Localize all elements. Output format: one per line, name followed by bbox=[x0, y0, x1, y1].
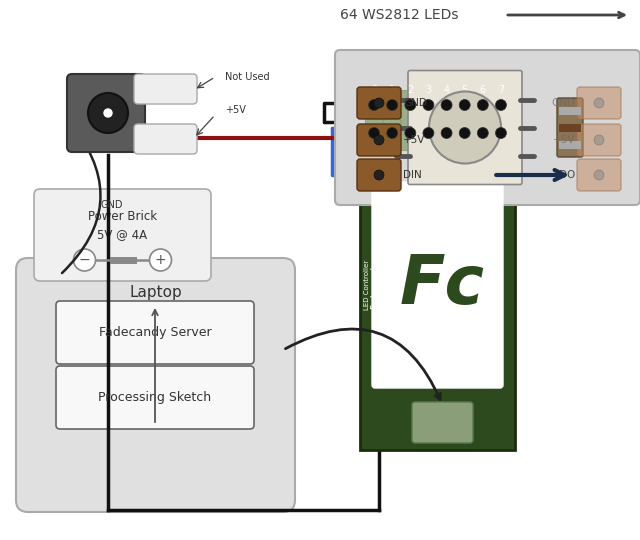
Circle shape bbox=[459, 127, 470, 138]
FancyBboxPatch shape bbox=[357, 87, 401, 119]
FancyBboxPatch shape bbox=[134, 74, 197, 104]
Text: GND: GND bbox=[403, 98, 427, 108]
Text: Laptop: Laptop bbox=[129, 285, 182, 300]
Bar bbox=[559, 107, 581, 115]
FancyBboxPatch shape bbox=[335, 50, 640, 205]
Bar bbox=[559, 124, 581, 132]
Circle shape bbox=[150, 249, 172, 271]
FancyBboxPatch shape bbox=[577, 159, 621, 191]
Circle shape bbox=[369, 127, 380, 138]
Text: 1: 1 bbox=[389, 85, 396, 95]
Text: 3: 3 bbox=[426, 85, 431, 95]
Text: DO: DO bbox=[559, 170, 575, 180]
Circle shape bbox=[441, 127, 452, 138]
Circle shape bbox=[594, 135, 604, 145]
Bar bbox=[438, 90, 454, 150]
Text: DIN: DIN bbox=[403, 170, 422, 180]
Text: +5V: +5V bbox=[403, 135, 426, 145]
Circle shape bbox=[594, 98, 604, 108]
FancyBboxPatch shape bbox=[577, 124, 621, 156]
Text: 4: 4 bbox=[444, 85, 450, 95]
Circle shape bbox=[369, 99, 380, 111]
Text: 64 WS2812 LEDs: 64 WS2812 LEDs bbox=[340, 8, 458, 22]
Text: LED Controller: LED Controller bbox=[364, 260, 370, 310]
Bar bbox=[365, 90, 382, 150]
Text: 2: 2 bbox=[407, 85, 413, 95]
Text: +5V: +5V bbox=[225, 105, 246, 115]
Text: Processing Sketch: Processing Sketch bbox=[99, 391, 212, 404]
Circle shape bbox=[477, 127, 488, 138]
Text: +5V: +5V bbox=[552, 135, 575, 145]
Text: 0: 0 bbox=[371, 85, 377, 95]
FancyBboxPatch shape bbox=[56, 301, 254, 364]
Text: 6: 6 bbox=[480, 85, 486, 95]
Circle shape bbox=[459, 99, 470, 111]
Circle shape bbox=[88, 93, 128, 133]
Circle shape bbox=[477, 99, 488, 111]
Text: 5: 5 bbox=[461, 85, 468, 95]
Circle shape bbox=[495, 127, 506, 138]
Circle shape bbox=[74, 249, 95, 271]
FancyBboxPatch shape bbox=[357, 124, 401, 156]
Bar bbox=[559, 141, 581, 149]
Text: Fc: Fc bbox=[400, 252, 485, 318]
FancyBboxPatch shape bbox=[412, 402, 473, 443]
Bar bbox=[401, 90, 419, 150]
Circle shape bbox=[374, 135, 384, 145]
Text: Power Brick: Power Brick bbox=[88, 211, 157, 224]
Circle shape bbox=[104, 109, 112, 117]
Text: +: + bbox=[155, 253, 166, 267]
FancyBboxPatch shape bbox=[56, 366, 254, 429]
Circle shape bbox=[594, 170, 604, 180]
Text: USB: USB bbox=[429, 451, 456, 464]
Circle shape bbox=[423, 127, 434, 138]
Circle shape bbox=[387, 99, 397, 111]
Bar bbox=[456, 90, 473, 150]
Bar bbox=[383, 90, 400, 150]
Text: GND: GND bbox=[100, 200, 124, 210]
FancyBboxPatch shape bbox=[372, 182, 503, 388]
Bar bbox=[474, 90, 491, 150]
Text: −: − bbox=[79, 253, 90, 267]
FancyBboxPatch shape bbox=[16, 258, 295, 512]
Circle shape bbox=[374, 170, 384, 180]
FancyBboxPatch shape bbox=[357, 159, 401, 191]
FancyBboxPatch shape bbox=[577, 87, 621, 119]
Text: 7: 7 bbox=[498, 85, 504, 95]
Text: Not Used: Not Used bbox=[225, 72, 269, 82]
Circle shape bbox=[405, 99, 416, 111]
FancyBboxPatch shape bbox=[67, 74, 145, 152]
Circle shape bbox=[423, 99, 434, 111]
FancyBboxPatch shape bbox=[408, 71, 522, 185]
Bar bbox=[492, 90, 509, 150]
Bar bbox=[419, 90, 436, 150]
Circle shape bbox=[441, 99, 452, 111]
Circle shape bbox=[495, 99, 506, 111]
Text: Fadecandy: Fadecandy bbox=[371, 261, 380, 309]
FancyBboxPatch shape bbox=[557, 98, 583, 157]
Circle shape bbox=[429, 91, 501, 164]
Text: Fadecandy Server: Fadecandy Server bbox=[99, 326, 211, 339]
FancyBboxPatch shape bbox=[134, 124, 197, 154]
Circle shape bbox=[374, 98, 384, 108]
Text: 5V @ 4A: 5V @ 4A bbox=[97, 228, 148, 241]
Circle shape bbox=[405, 127, 416, 138]
FancyBboxPatch shape bbox=[34, 189, 211, 281]
Text: GND: GND bbox=[551, 98, 575, 108]
Circle shape bbox=[387, 127, 397, 138]
Bar bbox=[360, 55, 515, 450]
